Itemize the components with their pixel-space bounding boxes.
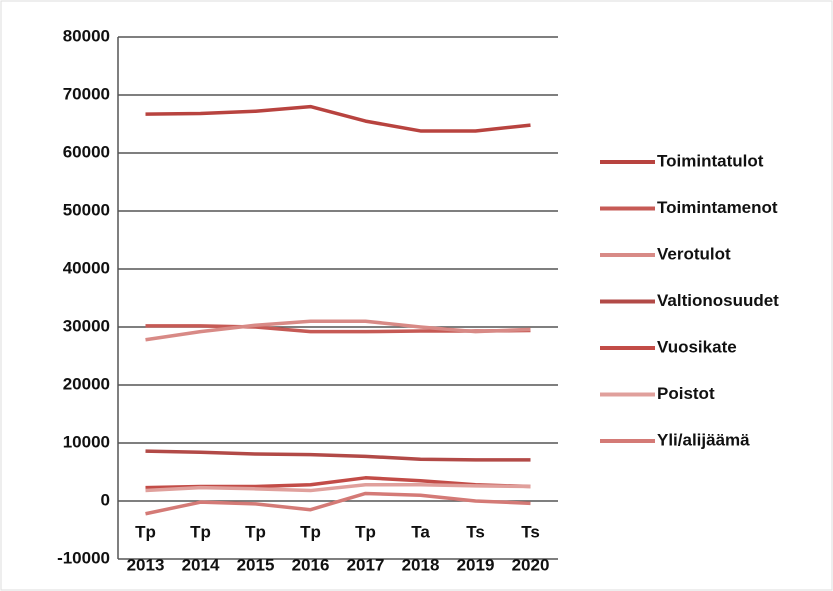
y-tick-label: 60000 (63, 142, 110, 161)
line-series (145, 319, 531, 342)
x-tick-label: Tp (135, 522, 156, 541)
legend-label: Toimintatulot (657, 151, 764, 170)
x-tick-label: 2013 (127, 555, 165, 574)
line-series (145, 491, 531, 516)
x-tick-label: 2015 (237, 555, 275, 574)
x-tick-label: Tp (190, 522, 211, 541)
legend-label: Valtionosuudet (657, 291, 779, 310)
y-tick-label: 80000 (63, 26, 110, 45)
x-tick-label: 2018 (402, 555, 440, 574)
x-tick-label: 2016 (292, 555, 330, 574)
line-series (145, 104, 531, 133)
line-series (145, 483, 531, 493)
x-tick-label: 2019 (457, 555, 495, 574)
x-tick-label: Ts (466, 522, 485, 541)
legend-label: Toimintamenot (657, 198, 778, 217)
x-tick-label: 2017 (347, 555, 385, 574)
y-tick-label: 70000 (63, 84, 110, 103)
x-tick-label: Ta (411, 522, 430, 541)
line-series (145, 449, 531, 462)
x-tick-label: Tp (300, 522, 321, 541)
x-tick-label: Tp (245, 522, 266, 541)
y-tick-label: 40000 (63, 258, 110, 277)
legend-label: Vuosikate (657, 337, 737, 356)
y-tick-label: 30000 (63, 316, 110, 335)
x-tick-label: Ts (521, 522, 540, 541)
y-tick-label: 0 (101, 490, 110, 509)
x-tick-label: 2020 (512, 555, 550, 574)
legend-label: Yli/alijäämä (657, 430, 750, 449)
y-tick-label: -10000 (57, 548, 110, 567)
y-tick-label: 50000 (63, 200, 110, 219)
x-tick-label: 2014 (182, 555, 220, 574)
y-tick-label: 10000 (63, 432, 110, 451)
legend-label: Verotulot (657, 244, 731, 263)
x-tick-label: Tp (355, 522, 376, 541)
legend-label: Poistot (657, 384, 715, 403)
y-tick-label: 20000 (63, 374, 110, 393)
